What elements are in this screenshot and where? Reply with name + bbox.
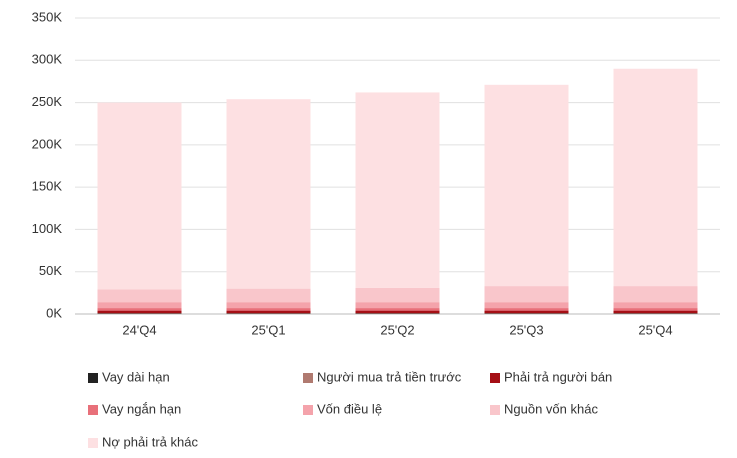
bar-segment <box>98 289 182 302</box>
bar-segment <box>356 302 440 308</box>
legend-label: Vay dài hạn <box>102 369 170 384</box>
legend-label: Người mua trả tiền trước <box>317 369 462 384</box>
y-tick-label: 200K <box>32 136 63 151</box>
y-tick-label: 150K <box>32 179 63 194</box>
y-tick-label: 350K <box>32 9 63 24</box>
legend-swatch <box>88 438 98 448</box>
y-tick-label: 100K <box>32 221 63 236</box>
bar-segment <box>98 302 182 308</box>
bar-segment <box>614 311 698 314</box>
bar-segment <box>485 302 569 308</box>
legend-swatch <box>88 373 98 383</box>
bar-segment <box>227 99 311 288</box>
bar-segment <box>614 69 698 286</box>
bar-segment <box>227 308 311 311</box>
bar-segment <box>227 289 311 303</box>
y-tick-label: 0K <box>46 305 62 320</box>
legend-label: Vay ngắn hạn <box>102 401 181 416</box>
x-tick-label: 25'Q4 <box>638 322 672 337</box>
bar-segment <box>614 308 698 311</box>
bar-segment <box>356 92 440 287</box>
legend-swatch <box>303 373 313 383</box>
legend-swatch <box>490 373 500 383</box>
bar-segment <box>227 302 311 308</box>
legend-swatch <box>490 405 500 415</box>
bar-segment <box>98 308 182 311</box>
x-tick-label: 25'Q1 <box>251 322 285 337</box>
x-tick-label: 25'Q2 <box>380 322 414 337</box>
y-tick-label: 250K <box>32 94 63 109</box>
bar-segment <box>356 288 440 302</box>
x-tick-label: 25'Q3 <box>509 322 543 337</box>
x-tick-label: 24'Q4 <box>122 322 156 337</box>
bar-segment <box>485 311 569 314</box>
bar-segment <box>485 308 569 311</box>
legend-label: Nợ phải trả khác <box>102 434 198 449</box>
legend-label: Phải trả người bán <box>504 369 612 384</box>
y-tick-label: 300K <box>32 52 63 67</box>
bar-segment <box>227 311 311 314</box>
legend-label: Vốn điều lệ <box>317 401 382 416</box>
bar-segment <box>485 286 569 302</box>
legend-swatch <box>88 405 98 415</box>
bar-segment <box>356 308 440 311</box>
legend-label: Nguồn vốn khác <box>504 401 598 416</box>
legend-swatch <box>303 405 313 415</box>
bar-segment <box>98 103 182 290</box>
bar-segment <box>356 311 440 314</box>
y-tick-label: 50K <box>39 263 62 278</box>
bar-segment <box>98 311 182 314</box>
bar-segment <box>614 286 698 302</box>
bar-segment <box>614 302 698 308</box>
bar-segment <box>485 85 569 286</box>
